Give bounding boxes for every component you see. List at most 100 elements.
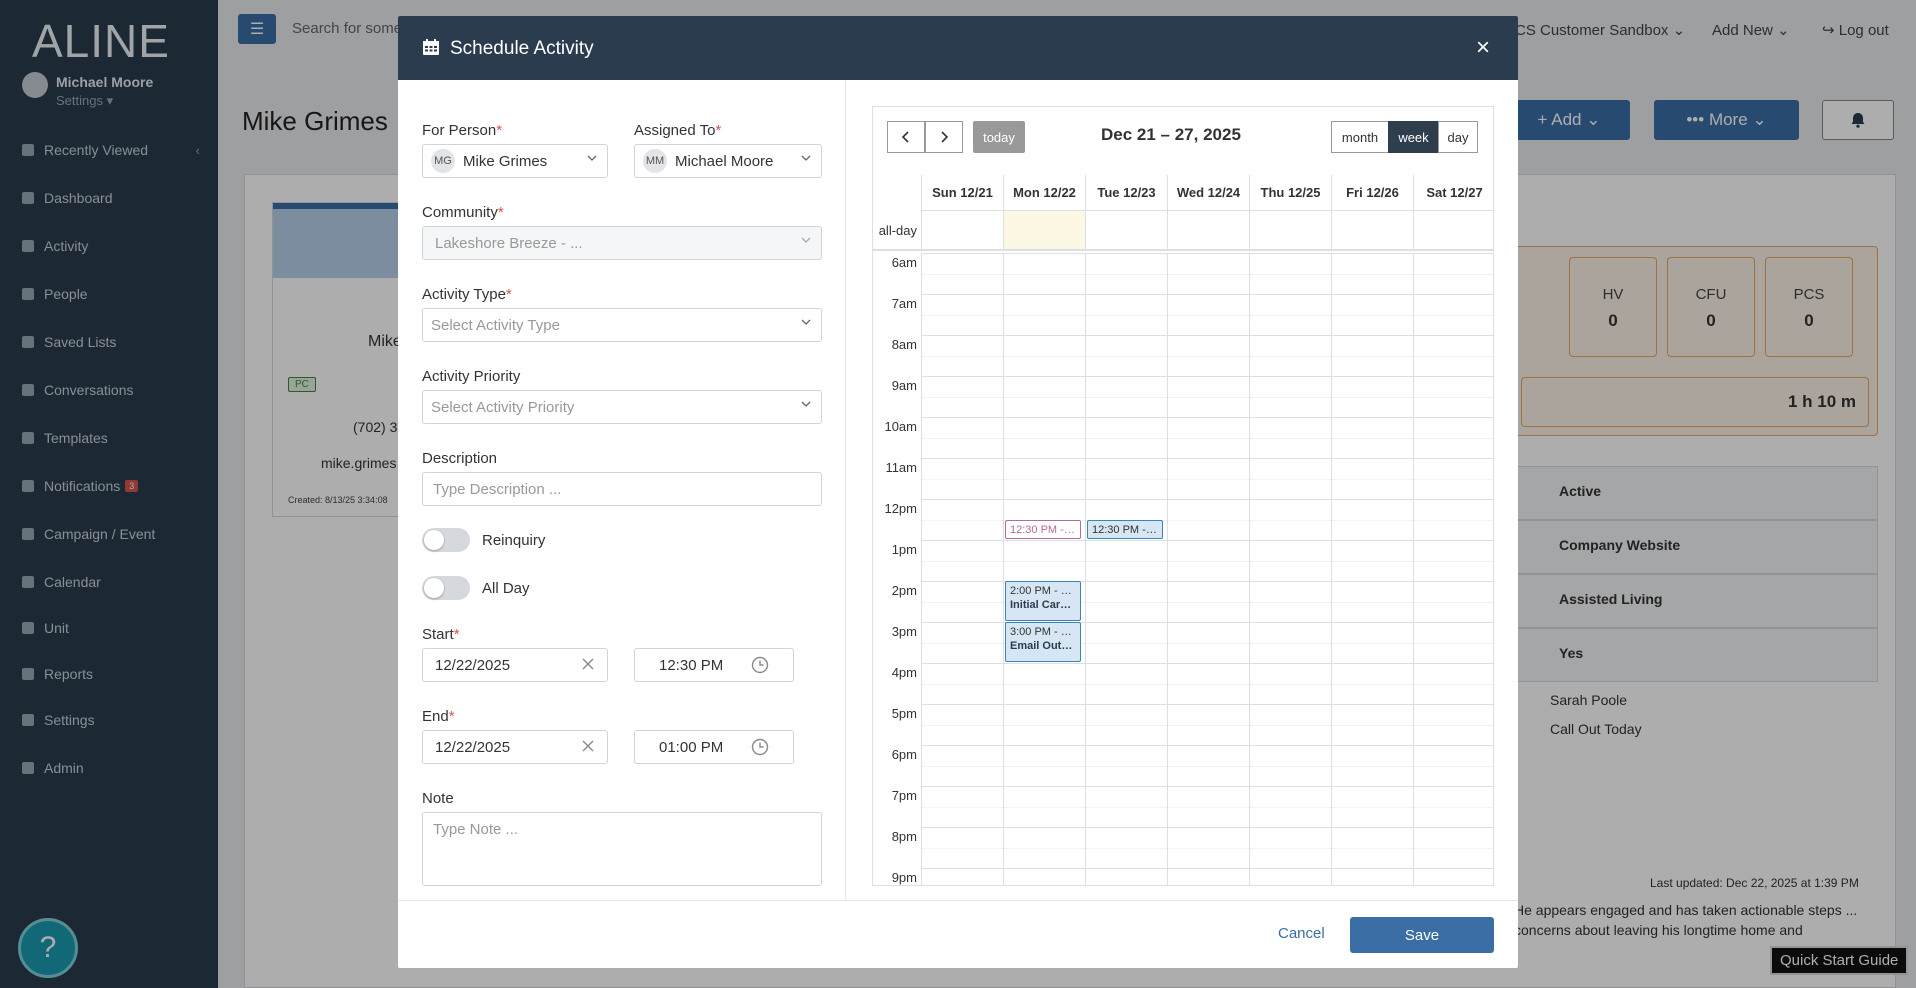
duration-value: 1 h 10 m — [1521, 377, 1869, 427]
sidebar-item-label: Templates — [44, 430, 108, 446]
required-mark: * — [453, 626, 460, 643]
calendar-event[interactable]: 12:30 PM - 1:00 PMCall Out — [1087, 519, 1163, 539]
chevron-left-icon[interactable]: ‹ — [195, 142, 200, 158]
sidebar-item-admin[interactable]: Admin — [0, 748, 218, 788]
sidebar-item-people[interactable]: People — [0, 274, 218, 314]
menu-toggle-button[interactable]: ☰ — [238, 14, 276, 44]
reinquiry-toggle[interactable] — [422, 528, 470, 552]
toggle-knob — [424, 530, 444, 550]
event-time: 3:00 PM - 4:00 PM — [1010, 626, 1076, 638]
end-label: End* — [422, 708, 455, 725]
global-search-input[interactable]: Search for some — [292, 20, 403, 37]
end-date-input[interactable]: 12/22/2025 — [422, 730, 608, 764]
sidebar-item-reports[interactable]: Reports — [0, 654, 218, 694]
activity-type-select[interactable]: Select Activity Type — [422, 308, 822, 342]
view-day-button[interactable]: day — [1438, 121, 1478, 153]
sidebar: ALINE Michael Moore Settings ▾ Recently … — [0, 0, 218, 988]
user-settings-link[interactable]: Settings ▾ — [56, 93, 114, 108]
tenant-switcher[interactable]: CS Customer Sandbox ⌄ — [1515, 22, 1686, 39]
detail-row: Yes — [1510, 628, 1878, 682]
cancel-button[interactable]: Cancel — [1278, 925, 1325, 942]
profile-email[interactable]: mike.grimes — [321, 455, 397, 471]
sidebar-item-notifications[interactable]: Notifications 3 — [0, 466, 218, 506]
calendar-prev-button[interactable] — [887, 121, 925, 153]
page-title: Mike Grimes — [242, 106, 388, 136]
clear-icon[interactable] — [581, 657, 595, 671]
add-new-menu[interactable]: Add New ⌄ — [1712, 22, 1790, 39]
time-label: 9am — [891, 378, 917, 393]
required-mark: * — [496, 122, 503, 139]
time-label: 2pm — [891, 583, 917, 598]
calendar-today-button[interactable]: today — [973, 121, 1025, 153]
time-label: 6am — [891, 255, 917, 270]
day-header[interactable]: Thu 12/25 — [1249, 175, 1331, 211]
sidebar-item-calendar[interactable]: Calendar — [0, 562, 218, 602]
allday-cell[interactable] — [1003, 211, 1085, 251]
sidebar-item-templates[interactable]: Templates — [0, 418, 218, 458]
allday-cell[interactable] — [1167, 211, 1249, 251]
calendar-next-button[interactable] — [925, 121, 963, 153]
help-button[interactable]: ? — [18, 918, 78, 978]
sidebar-item-conversations[interactable]: Conversations — [0, 370, 218, 410]
note-textarea[interactable] — [422, 812, 822, 886]
allday-cell[interactable] — [921, 211, 1003, 251]
view-week-button[interactable]: week — [1388, 121, 1439, 153]
required-mark: * — [448, 708, 455, 725]
sidebar-item-campaign-event[interactable]: Campaign / Event — [0, 514, 218, 554]
allday-cell[interactable] — [1085, 211, 1167, 251]
description-input[interactable] — [422, 472, 822, 506]
start-time-value: 12:30 PM — [659, 656, 724, 674]
for-person-select[interactable]: MG Mike Grimes — [422, 144, 608, 178]
start-time-input[interactable]: 12:30 PM — [634, 648, 794, 682]
more-button[interactable]: ••• More ⌄ — [1654, 100, 1799, 140]
sidebar-item-label: Admin — [44, 760, 84, 776]
sidebar-item-unit[interactable]: Unit — [0, 608, 218, 648]
profile-phone[interactable]: (702) 3 — [353, 419, 398, 435]
allday-cell[interactable] — [1413, 211, 1493, 251]
day-header[interactable]: Fri 12/26 — [1331, 175, 1413, 211]
allday-cell[interactable] — [1331, 211, 1413, 251]
logout-link[interactable]: ↪ Log out — [1822, 21, 1889, 39]
activity-form: For Person* MG Mike Grimes Assigned To* … — [398, 80, 846, 900]
end-time-input[interactable]: 01:00 PM — [634, 730, 794, 764]
stat-box: HV 0 — [1569, 257, 1657, 357]
half-hour-gridline — [921, 683, 1493, 685]
assigned-to-select[interactable]: MM Michael Moore — [634, 144, 822, 178]
aline-logo[interactable]: ALINE — [32, 15, 170, 67]
add-button[interactable]: + Add ⌄ — [1508, 100, 1630, 140]
sidebar-item-saved-lists[interactable]: Saved Lists — [0, 322, 218, 362]
notifications-bell-button[interactable] — [1822, 100, 1894, 140]
time-label: 5pm — [891, 706, 917, 721]
view-month-button[interactable]: month — [1331, 121, 1389, 153]
sidebar-item-dashboard[interactable]: Dashboard — [0, 178, 218, 218]
community-value: Lakeshore Breeze - ... — [435, 234, 583, 252]
calendar-event[interactable]: 3:00 PM - 4:00 PM Email Outreach — [1005, 622, 1081, 662]
half-hour-gridline — [921, 724, 1493, 726]
day-header[interactable]: Sat 12/27 — [1413, 175, 1493, 211]
close-icon[interactable]: × — [1475, 34, 1490, 61]
user-avatar[interactable] — [22, 72, 48, 98]
end-date-value: 12/22/2025 — [435, 738, 511, 756]
start-date-input[interactable]: 12/22/2025 — [422, 648, 608, 682]
time-grid[interactable]: 6am 7am 8am 9am 10am 11am 12pm 1pm 2pm 3pm 4pm 5pm 6… — [873, 253, 1493, 885]
clock-icon[interactable] — [751, 656, 769, 674]
sidebar-item-activity[interactable]: Activity — [0, 226, 218, 266]
clock-icon[interactable] — [751, 738, 769, 756]
save-button[interactable]: Save — [1350, 917, 1494, 953]
quick-start-guide-button[interactable]: Quick Start Guide — [1770, 946, 1909, 975]
day-header[interactable]: Tue 12/23 — [1085, 175, 1167, 211]
day-header[interactable]: Wed 12/24 — [1167, 175, 1249, 211]
activity-priority-select[interactable]: Select Activity Priority — [422, 390, 822, 424]
all-day-toggle[interactable] — [422, 576, 470, 600]
pending-event[interactable]: 12:30 PM - 1:00 PM — [1005, 519, 1081, 539]
user-block[interactable]: Michael Moore Settings ▾ — [22, 72, 212, 112]
allday-cell[interactable] — [1249, 211, 1331, 251]
calendar-event[interactable]: 2:00 PM - 3:00 PM Initial Care Assessment — [1005, 581, 1081, 621]
day-header[interactable]: Sun 12/21 — [921, 175, 1003, 211]
day-header[interactable]: Mon 12/22 — [1003, 175, 1085, 211]
clear-icon[interactable] — [581, 739, 595, 753]
stat-label: HV — [1602, 286, 1624, 303]
half-hour-gridline — [921, 437, 1493, 439]
sidebar-item-recently-viewed[interactable]: Recently Viewed ‹ — [0, 130, 218, 170]
sidebar-item-settings[interactable]: Settings — [0, 700, 218, 740]
